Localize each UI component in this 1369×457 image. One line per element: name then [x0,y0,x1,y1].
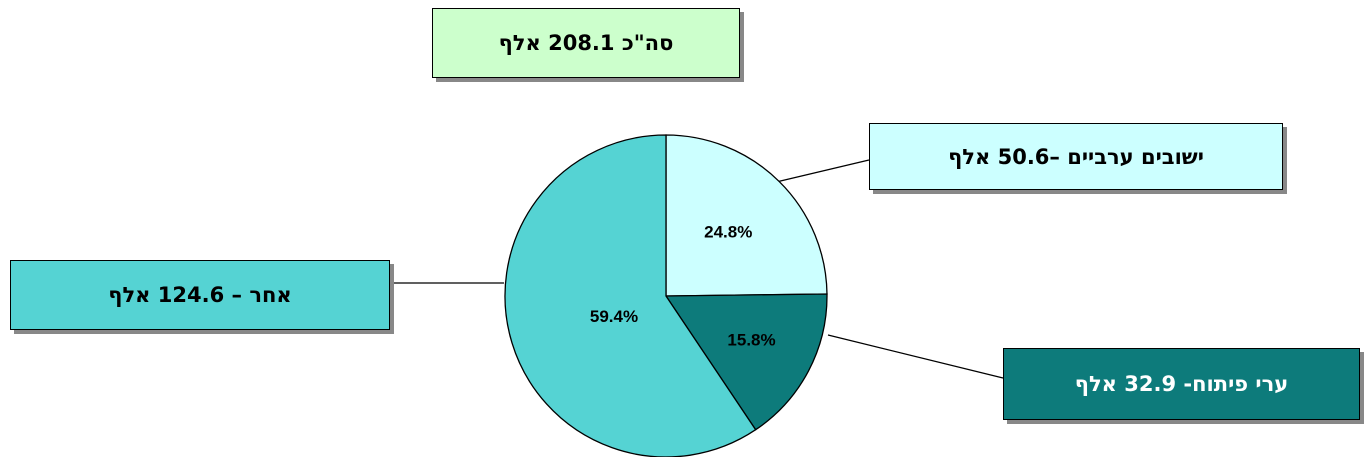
data-label: 15.8% [727,330,775,349]
data-label: 59.4% [590,307,638,326]
chart-title: סה"כ 208.1 אלף [432,8,740,78]
slice-label: ערי פיתוח- 32.9 אלף [1003,348,1360,420]
leader-line [827,334,1004,379]
leader-line [771,159,870,184]
pie-slice [664,293,828,431]
slice-label: אחר – 124.6 אלף [10,260,390,330]
slice-label: ישובים ערביים –50.6 אלף [869,123,1283,190]
data-label: 24.8% [704,222,752,241]
pie-slice [665,134,828,297]
